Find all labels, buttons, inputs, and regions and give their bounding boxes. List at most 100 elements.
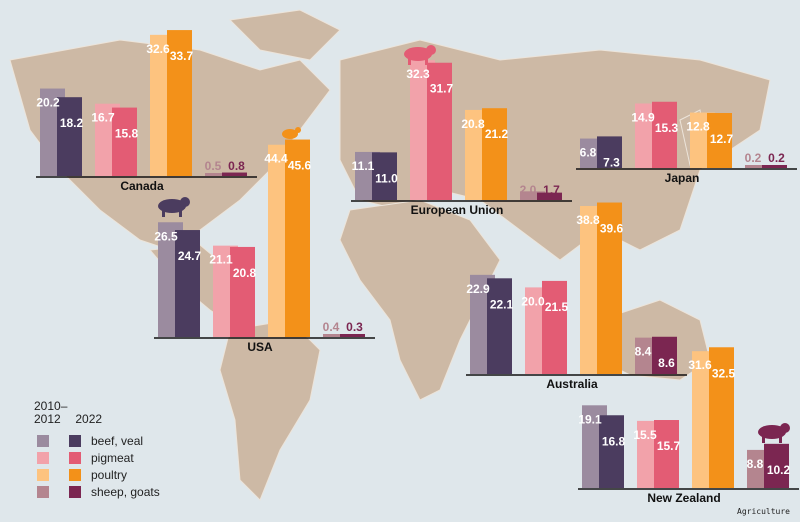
panel-usa: 26.524.7 21.120.8 44.4 45.6 0.4 0.3 USA	[154, 139, 375, 354]
legend-label: poultry	[91, 467, 128, 482]
bar-beef-2022	[597, 136, 622, 168]
bar-pigmeat-2022	[427, 62, 452, 200]
bar-sheep-2022	[762, 165, 787, 168]
panel-european-union: 11.111.0 32.331.7 20.821.2 2.0 1.7 European U…	[351, 60, 572, 217]
value-label: 15.8	[115, 127, 139, 141]
legend-item: pigmeat	[34, 449, 160, 466]
legend: 2010– 2012 2022 beef, veal pigmeat poultr…	[34, 400, 160, 500]
bird-icon	[282, 127, 301, 139]
region-label: New Zealand	[647, 491, 720, 505]
value-label: 15.3	[655, 121, 679, 135]
legend-swatch-2010-2012	[37, 434, 49, 447]
value-label: 33.7	[170, 49, 194, 63]
legend-swatch-2010-2012	[37, 451, 49, 464]
value-label: 0.4	[323, 320, 340, 334]
panel-new-zealand: 19.116.8 15.515.7 31.632.5 8.8 10.2 New Zeala…	[578, 347, 799, 505]
cow-icon	[158, 197, 190, 217]
value-label: 15.5	[633, 428, 657, 442]
bar-beef-2022	[57, 97, 82, 176]
value-label: 45.6	[288, 159, 312, 173]
bar-pigmeat-2022	[542, 280, 567, 374]
region-label: Japan	[665, 171, 700, 185]
bar-sheep-2010-2012	[520, 191, 545, 200]
value-label: 44.4	[264, 152, 288, 166]
bar-poultry-2022	[482, 108, 507, 200]
value-label: 0.2	[768, 151, 785, 165]
value-label: 22.9	[466, 282, 490, 296]
bar-sheep-2010-2012	[323, 334, 348, 337]
bar-beef-2022	[372, 152, 397, 200]
legend-item: poultry	[34, 466, 160, 483]
bar-poultry-2022	[709, 347, 734, 488]
value-label: 16.8	[602, 434, 626, 448]
value-label: 0.8	[228, 159, 245, 173]
legend-swatch-2010-2012	[37, 485, 49, 498]
value-label: 32.3	[406, 67, 430, 81]
value-label: 11.1	[352, 159, 375, 173]
bar-sheep-2022	[340, 334, 365, 337]
region-label: European Union	[411, 203, 504, 217]
value-label: 7.3	[603, 155, 620, 169]
value-label: 14.9	[631, 110, 655, 124]
value-label: 0.5	[205, 159, 222, 173]
value-label: 2.0	[520, 183, 537, 197]
bar-sheep-2022	[222, 172, 247, 176]
bar-sheep-2022	[652, 336, 677, 374]
value-label: 10.2	[767, 463, 791, 477]
value-label: 12.8	[686, 120, 710, 134]
legend-label: sheep, goats	[91, 484, 160, 499]
legend-swatch-2022	[69, 451, 81, 464]
bar-sheep-2022	[537, 192, 562, 200]
credit-text: Agriculture	[737, 507, 790, 516]
value-label: 21.5	[545, 300, 569, 314]
value-label: 0.3	[346, 320, 363, 334]
value-label: 31.7	[430, 82, 454, 96]
bar-pigmeat-2022	[230, 246, 255, 337]
bar-beef-2022	[175, 230, 200, 337]
value-label: 38.8	[576, 213, 600, 227]
bar-poultry-2022	[167, 30, 192, 177]
panel-australia: 22.922.1 20.0 21.5 38.839.6 8.4 8.6 Australia	[466, 202, 687, 391]
value-label: 26.5	[154, 229, 178, 243]
bar-beef-2022	[599, 415, 624, 488]
value-label: 32.5	[712, 366, 736, 380]
value-label: 20.8	[461, 117, 485, 131]
value-label: 11.0	[375, 171, 398, 185]
legend-label: pigmeat	[91, 450, 134, 465]
legend-swatch-2022	[69, 468, 81, 481]
value-label: 21.1	[209, 253, 233, 267]
bar-sheep-2010-2012	[745, 165, 770, 168]
bar-pigmeat-2022	[652, 101, 677, 168]
value-label: 6.8	[580, 146, 597, 160]
value-label: 20.8	[233, 266, 257, 280]
legend-swatch-2010-2012	[37, 468, 49, 481]
bar-sheep-2022	[764, 443, 789, 488]
bar-poultry-2022	[285, 139, 310, 337]
bar-poultry-2022	[597, 202, 622, 374]
value-label: 8.6	[658, 356, 675, 370]
region-label: USA	[247, 340, 273, 354]
value-label: 39.6	[600, 222, 624, 236]
sheep-icon	[758, 423, 790, 443]
value-label: 22.1	[490, 297, 514, 311]
value-label: 20.2	[36, 96, 60, 110]
pig-icon	[404, 45, 436, 65]
value-label: 1.7	[543, 183, 560, 197]
value-label: 18.2	[60, 116, 84, 130]
region-label: Canada	[120, 179, 164, 193]
bar-sheep-2010-2012	[205, 173, 230, 176]
value-label: 24.7	[178, 249, 202, 263]
value-label: 31.6	[688, 358, 712, 372]
bar-pigmeat-2022	[112, 107, 137, 176]
value-label: 20.0	[521, 294, 545, 308]
value-label: 19.1	[578, 412, 602, 426]
value-label: 21.2	[485, 127, 509, 141]
bar-poultry-2022	[707, 113, 732, 168]
legend-item: sheep, goats	[34, 483, 160, 500]
legend-swatch-2022	[69, 485, 81, 498]
value-label: 0.2	[745, 151, 762, 165]
legend-period-2: 2022	[75, 412, 103, 426]
value-label: 15.7	[657, 439, 681, 453]
